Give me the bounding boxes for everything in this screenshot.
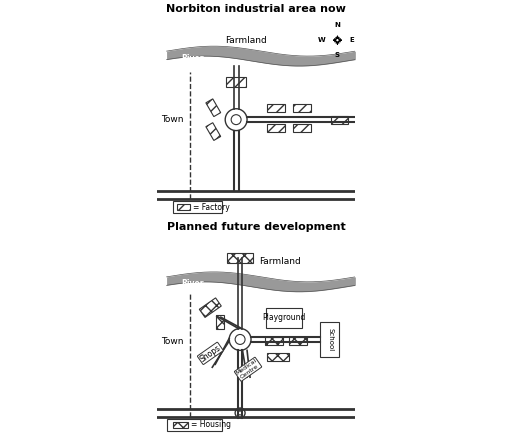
Text: School: School — [328, 328, 333, 351]
Bar — [173, 422, 188, 428]
Bar — [267, 354, 289, 361]
Text: S: S — [335, 52, 340, 58]
Text: Farmland: Farmland — [259, 257, 301, 267]
Bar — [177, 204, 190, 210]
Title: Norbiton industrial area now: Norbiton industrial area now — [166, 4, 346, 14]
Text: W: W — [318, 37, 326, 43]
Bar — [206, 123, 221, 140]
Bar — [331, 116, 348, 124]
Bar — [206, 99, 221, 117]
Bar — [319, 322, 339, 357]
Bar — [267, 124, 285, 132]
Text: River: River — [181, 54, 204, 62]
Text: = Factory: = Factory — [194, 203, 230, 212]
Text: Town: Town — [161, 337, 184, 346]
Circle shape — [238, 411, 242, 415]
Bar — [227, 253, 253, 263]
Text: = Housing: = Housing — [191, 420, 231, 430]
Text: E: E — [349, 37, 354, 43]
Bar — [289, 337, 307, 345]
Text: Playground: Playground — [262, 313, 306, 322]
Bar — [266, 308, 302, 327]
Circle shape — [235, 334, 245, 344]
Bar — [226, 77, 246, 87]
Circle shape — [231, 114, 241, 125]
Text: River: River — [181, 279, 204, 288]
Bar — [265, 337, 283, 345]
Text: N: N — [334, 22, 340, 28]
Bar — [216, 315, 224, 329]
Bar — [293, 104, 311, 112]
Text: Town: Town — [161, 115, 184, 124]
Bar — [166, 419, 222, 431]
Title: Planned future development: Planned future development — [166, 222, 346, 232]
Bar — [199, 298, 221, 317]
Text: Shops: Shops — [198, 343, 222, 364]
Text: Medical
Centre: Medical Centre — [235, 358, 261, 381]
Bar — [293, 124, 311, 132]
Bar — [267, 104, 285, 112]
Bar — [173, 201, 222, 213]
Text: Farmland: Farmland — [225, 36, 267, 45]
